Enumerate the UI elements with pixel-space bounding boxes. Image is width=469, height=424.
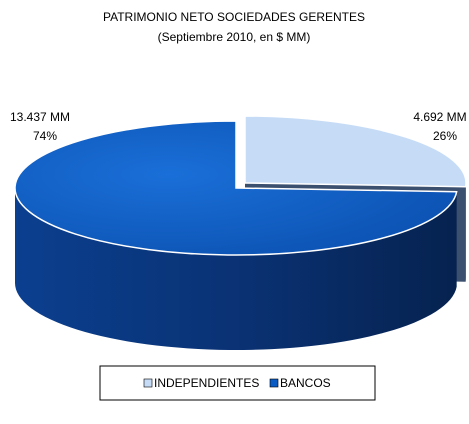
percent-label: 74% xyxy=(33,129,57,143)
percent-label: 26% xyxy=(433,129,457,143)
legend-swatch xyxy=(144,379,152,387)
chart-title: PATRIMONIO NETO SOCIEDADES GERENTES xyxy=(103,10,365,24)
slice xyxy=(245,116,466,187)
value-label: 4.692 MM xyxy=(413,110,466,124)
value-label: 13.437 MM xyxy=(10,110,70,124)
legend-label: BANCOS xyxy=(280,376,331,390)
legend-swatch xyxy=(270,379,278,387)
legend-label: INDEPENDIENTES xyxy=(154,376,259,390)
chart-subtitle: (Septiembre 2010, en $ MM) xyxy=(158,30,311,44)
